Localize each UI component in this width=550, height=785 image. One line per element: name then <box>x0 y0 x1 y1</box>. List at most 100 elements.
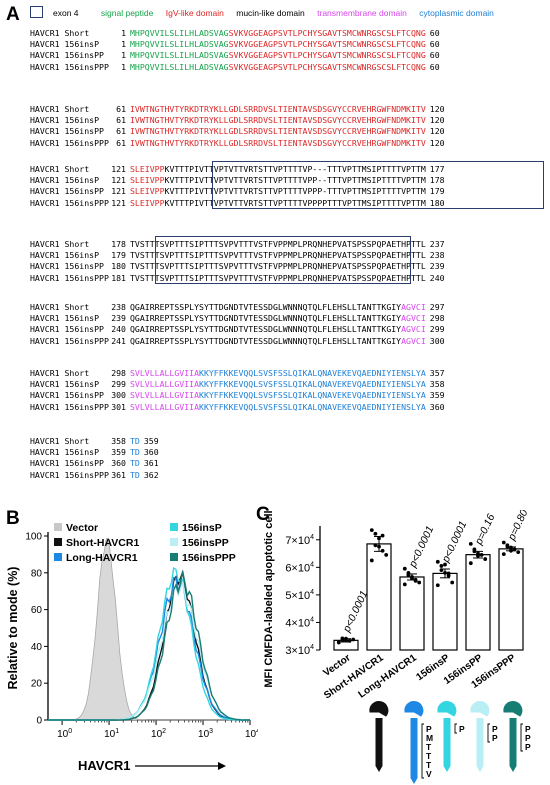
sequence-start: 299 <box>111 379 126 390</box>
sequence-end: 120 <box>429 126 445 137</box>
flow-curve-short <box>48 569 250 721</box>
bar-2 <box>399 576 425 651</box>
sequence-segment: TVSTTTSVPTTTSIPTTTSVPVTTTVSTFVPPMPLPRQNH… <box>130 250 426 261</box>
sequence-segment: KKYFFKKEVQQLSVSFSSLQIKALQNAVEKEVQAEDNIYI… <box>199 379 426 390</box>
flow-x-label: HAVCR1 <box>78 758 131 773</box>
sequence-segment: SVKVGGEAGPSVTLPCHYSGAVTSMCWNRGSCSLFTCQNG <box>228 39 426 50</box>
sequence-name: HAVCR1 Short <box>30 368 90 378</box>
alignment-row: HAVCR1 156insPPP 121 SLEIVPPKVTTTPIVTTVPTV… <box>30 198 445 209</box>
bar-pvalue-label: p<0.0001 <box>406 524 436 570</box>
sequence-end: 357 <box>429 368 445 378</box>
data-point <box>446 571 451 576</box>
sequence-end: 359 <box>429 390 445 401</box>
exon4-box-block3 <box>212 161 544 209</box>
bar-5 <box>498 548 524 651</box>
bar-y-tick-label: 6×104 <box>285 561 314 574</box>
data-point <box>402 582 407 587</box>
panel-c-letter: C <box>256 504 270 525</box>
data-point <box>377 544 381 549</box>
bar-y-label: MFI CMFDA-labeled apoptotic cells <box>263 510 275 688</box>
sequence-name: HAVCR1 156insP <box>30 313 100 324</box>
alignment-row: HAVCR1 156insPPP 241 QGAIRREPTSSPLYSYTTDGN… <box>30 336 445 347</box>
flow-legend-label: 156insPPP <box>182 552 236 564</box>
legend-igv-domain: IgV-like domain <box>165 8 224 18</box>
protein-tip-icon <box>443 766 451 772</box>
sequence-segment: AGVCI <box>401 335 426 346</box>
sequence-end: 297 <box>429 302 445 312</box>
sequence-segment: AGVCI <box>401 313 426 324</box>
sequence-start: 358 <box>111 436 126 446</box>
sequence-segment: SVLVLLALLGVIIA <box>130 368 200 378</box>
flow-y-label: Relative to mode (%) <box>6 567 20 690</box>
insertion-residue-label: P <box>525 733 531 743</box>
data-point <box>501 540 506 545</box>
flow-y-tick-label: 20 <box>31 679 43 690</box>
sequence-segment: TD <box>130 436 140 446</box>
alignment-row: HAVCR1 156insPP 360 TD 361 <box>30 458 159 469</box>
insertion-residue-label: P <box>459 724 465 734</box>
alignment-row: HAVCR1 156insPP 1 MHPQVVILSLILHLADSVAGSVKV… <box>30 50 440 61</box>
legend-mucin-domain: mucin-like domain <box>236 8 305 18</box>
sequence-name: HAVCR1 156insPPP <box>30 61 109 72</box>
sequence-segment: SLEIVPP <box>130 186 165 197</box>
legend-exon4: exon 4 <box>30 6 89 18</box>
alignment-row: HAVCR1 156insP 299 SVLVLLALLGVIIAKKYFFKKEV… <box>30 379 445 390</box>
insertion-residue-label: M <box>426 733 433 743</box>
sequence-segment: IVWTNGTHVTYRKDTRYKLLGDLSRRDVSLTIENTAVSDS… <box>130 104 426 114</box>
sequence-start: 121 <box>111 175 126 186</box>
data-point <box>501 552 506 557</box>
data-point <box>516 550 521 555</box>
alignment-row: HAVCR1 Short 298 SVLVLLALLGVIIAKKYFFKKEVQQ… <box>30 368 445 379</box>
data-point <box>439 564 444 568</box>
data-point <box>413 578 418 583</box>
data-point <box>406 573 411 577</box>
data-point <box>340 636 345 641</box>
data-point <box>472 549 477 554</box>
alignment-row: HAVCR1 156insP 1 MHPQVVILSLILHLADSVAGSVKVG… <box>30 39 440 50</box>
protein-cartoon-0 <box>369 701 389 772</box>
sequence-segment: TD <box>130 447 140 458</box>
data-point <box>369 528 374 533</box>
apoptotic-bar-chart: 3×104 4×104 5×104 6×104 7×104 MFI CMFDA-label… <box>263 510 531 784</box>
sequence-segment: SLEIVPP <box>130 164 165 174</box>
sequence-start: 121 <box>111 197 126 208</box>
data-point <box>435 583 440 588</box>
data-point <box>402 566 407 571</box>
sequence-end: 120 <box>429 137 445 148</box>
alignment-row: HAVCR1 Short 121 SLEIVPPKVTTTPIVTTVPTVTTVR… <box>30 164 445 175</box>
protein-head-icon <box>369 701 389 717</box>
sequence-segment: QGAIRREPTSSPLYSYTTDGNDTVTESSDGLWNNNQTQLF… <box>130 324 402 335</box>
data-point <box>351 637 356 642</box>
sequence-segment: AGVCI <box>401 324 426 335</box>
protein-head-icon <box>503 701 523 717</box>
data-point <box>483 557 488 561</box>
alignment-row: HAVCR1 156insP 359 TD 360 <box>30 447 159 458</box>
sequence-start: 61 <box>116 104 126 114</box>
flow-x-arrowhead-icon <box>218 762 226 770</box>
sequence-start: 180 <box>111 261 126 272</box>
sequence-name: HAVCR1 156insP <box>30 39 100 50</box>
sequence-segment: SVKVGGEAGPSVTLPCHYSGAVTSMCWNRGSCSLFTCQNG <box>228 61 426 72</box>
sequence-name: HAVCR1 156insPP <box>30 126 104 137</box>
insertion-residue-label: P <box>492 724 498 734</box>
sequence-start: 61 <box>116 126 126 137</box>
sequence-segment: MHPQVVILSLILHLADSVAG <box>130 39 229 50</box>
alignment-row: HAVCR1 156insPPP 301 SVLVLLALLGVIIAKKYFFKK… <box>30 402 445 413</box>
data-point <box>512 547 517 552</box>
insertion-bracket <box>421 723 424 779</box>
data-point <box>468 561 473 566</box>
sequence-start: 361 <box>111 469 126 480</box>
sequence-segment: KKYFFKKEVQQLSVSFSSLQIKALQNAVEKEVQAEDNIYI… <box>199 368 426 378</box>
sequence-name: HAVCR1 156insPPP <box>30 272 109 283</box>
sequence-name: HAVCR1 156insPPP <box>30 469 109 480</box>
alignment-block: HAVCR1 Short 238 QGAIRREPTSSPLYSYTTDGNDTVT… <box>30 302 445 347</box>
sequence-start: 1 <box>121 50 126 61</box>
alignment-row: HAVCR1 Short 358 TD 359 <box>30 436 159 447</box>
protein-stem-icon <box>375 718 383 766</box>
insertion-residue-label: T <box>426 742 432 752</box>
flow-curve-vector <box>48 537 250 721</box>
sequence-end: 180 <box>429 197 445 208</box>
sequence-segment: KKYFFKKEVQQLSVSFSSLQIKALQNAVEKEVQAEDNIYI… <box>199 390 426 401</box>
data-point <box>479 553 484 557</box>
insertion-residue-label: P <box>525 742 531 752</box>
